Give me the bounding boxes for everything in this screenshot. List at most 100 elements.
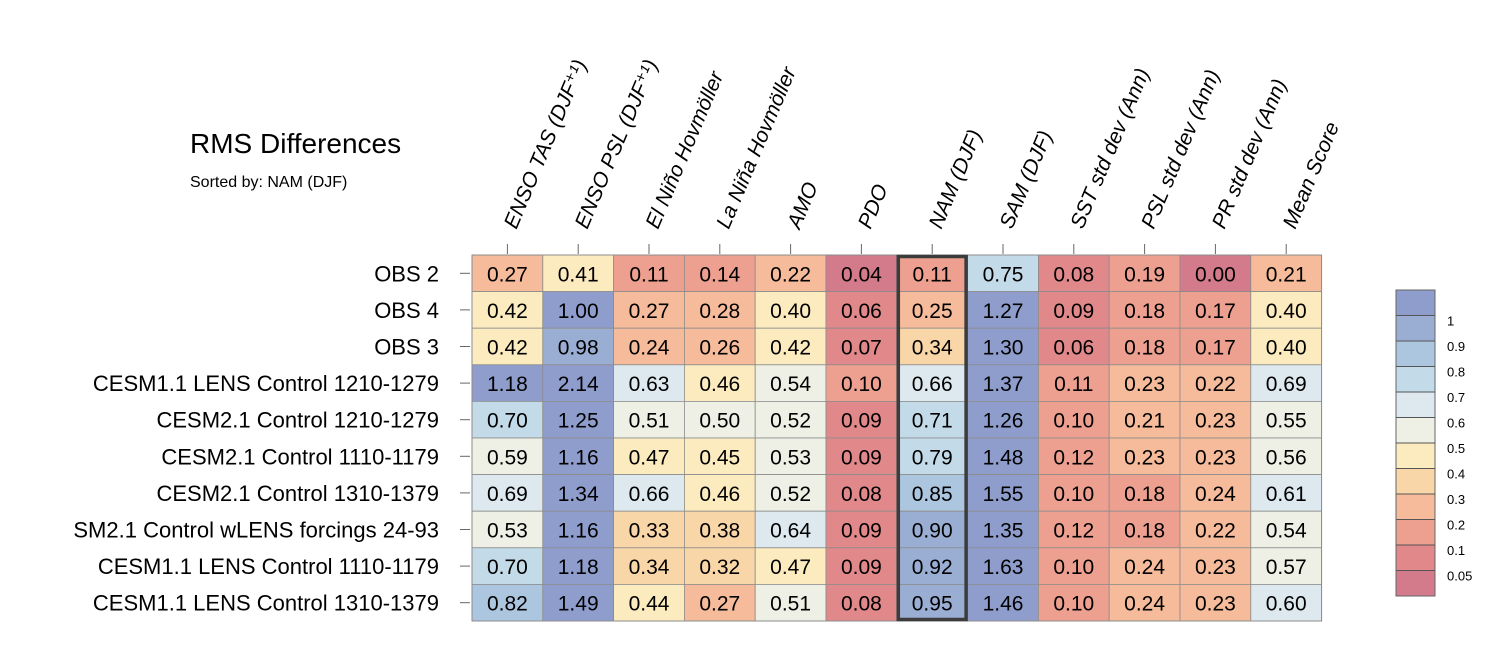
cell-value: 0.34 (912, 337, 953, 360)
cell-value: 0.56 (1266, 446, 1307, 469)
row-label: OBS 3 (374, 335, 439, 360)
cell-value: 0.22 (770, 263, 811, 286)
heatmap-cell (1108, 254, 1181, 292)
cell-value: 0.18 (1124, 337, 1165, 360)
cell-value: 0.04 (841, 263, 882, 286)
heatmap-cell (542, 584, 614, 622)
heatmap-cell (967, 291, 1039, 329)
heatmap-cell (896, 364, 968, 402)
colorbar-segment (1396, 570, 1435, 596)
heatmap-cell (684, 291, 756, 329)
heatmap-cell (1108, 364, 1181, 402)
colorbar-segment (1396, 468, 1435, 494)
cell-value: 0.24 (629, 337, 670, 360)
cell-value: 0.28 (699, 300, 740, 323)
cell-value: 0.42 (487, 337, 528, 360)
cell-value: 0.00 (1195, 263, 1236, 286)
cell-value: 0.47 (629, 446, 670, 469)
heatmap-cell (1108, 474, 1181, 512)
colorbar-tick-label: 0.7 (1447, 390, 1465, 405)
cell-value: 0.82 (487, 593, 528, 616)
cell-value: 2.14 (558, 373, 599, 396)
row-label: CESM2.1 Control 1310-1379 (157, 481, 440, 506)
cell-value: 1.55 (983, 483, 1024, 506)
cell-value: 0.23 (1124, 373, 1165, 396)
colorbar-segment (1396, 315, 1435, 341)
cell-value: 0.98 (558, 337, 599, 360)
colorbar-tick-label: 0.9 (1447, 339, 1465, 354)
colorbar-tick-label: 1 (1447, 314, 1454, 329)
cell-value: 0.32 (699, 556, 740, 579)
heatmap-cell (754, 400, 827, 439)
heatmap-cell (684, 474, 756, 512)
colorbar-segment (1396, 417, 1435, 443)
cell-value: 0.44 (629, 593, 670, 616)
cell-value: 0.10 (1053, 556, 1094, 579)
cell-value: 0.69 (487, 483, 528, 506)
heatmap-cell (471, 547, 544, 585)
cell-value: 1.27 (983, 300, 1024, 323)
cell-value: 0.11 (1054, 373, 1093, 396)
cell-value: 0.23 (1124, 446, 1165, 469)
heatmap-cell (825, 474, 898, 512)
cell-value: 0.10 (1053, 483, 1094, 506)
cell-value: 0.23 (1195, 410, 1236, 433)
heatmap-cell (896, 547, 968, 585)
heatmap-cell (1038, 364, 1110, 402)
heatmap-cell (896, 584, 968, 622)
cell-value: 0.12 (1053, 520, 1094, 543)
heatmap-cell (542, 474, 614, 512)
cell-value: 0.70 (487, 410, 528, 433)
cell-value: 1.34 (558, 483, 599, 506)
cell-value: 0.57 (1266, 556, 1307, 579)
row-label: CESM2.1 Control 1110-1179 (161, 444, 439, 469)
colorbar-tick-label: 0.3 (1447, 492, 1465, 507)
heatmap-cell (896, 400, 968, 439)
cell-value: 0.54 (1266, 520, 1307, 543)
cell-value: 0.08 (1053, 263, 1094, 286)
row-label: OBS 4 (374, 298, 439, 323)
cell-value: 1.35 (983, 520, 1024, 543)
heatmap-cell (684, 510, 756, 549)
heatmap-cell (1250, 437, 1323, 475)
cell-value: 0.40 (1266, 337, 1307, 360)
heatmap-cell (967, 547, 1039, 585)
heatmap-cell (1250, 327, 1323, 366)
heatmap-cell (1250, 364, 1323, 402)
heatmap-cell (896, 327, 968, 366)
cell-value: 0.10 (1053, 410, 1094, 433)
cell-value: 0.17 (1195, 337, 1236, 360)
column-label: PR std dev (Ann) (1208, 76, 1292, 232)
column-label: PDO (854, 181, 893, 232)
cell-value: 0.24 (1124, 556, 1165, 579)
cell-value: 0.23 (1195, 556, 1236, 579)
heatmap-cell (967, 584, 1039, 622)
heatmap-cell (1250, 474, 1323, 512)
heatmap-cell (754, 584, 827, 622)
heatmap-cell (896, 437, 968, 475)
cell-value: 0.08 (841, 483, 882, 506)
row-label: SM2.1 Control wLENS forcings 24-93 (73, 518, 439, 543)
column-label: La Niña Hovmöller (712, 63, 801, 232)
cell-value: 0.85 (912, 483, 953, 506)
heatmap-cell (471, 437, 544, 475)
colorbar-segment (1396, 519, 1435, 545)
cell-value: 0.50 (699, 410, 740, 433)
cell-value: 0.59 (487, 446, 528, 469)
cell-value: 0.18 (1124, 300, 1165, 323)
cell-value: 0.27 (629, 300, 670, 323)
cell-value: 0.09 (841, 520, 882, 543)
colorbar-tick-label: 0.4 (1447, 467, 1465, 482)
heatmap-cell (1108, 584, 1181, 622)
heatmap-cell (1179, 364, 1252, 402)
heatmap-cell (471, 364, 544, 402)
heatmap-cell (754, 474, 827, 512)
cell-value: 0.52 (770, 483, 811, 506)
heatmap-cell (1179, 400, 1252, 439)
heatmap-cell (542, 291, 614, 329)
heatmap-cell-values: 0.27 0.41 0.11 0.14 0.22 0.04 0.11 0.75 0.08 0.19… (487, 263, 1307, 615)
heatmap-cell (613, 327, 685, 366)
cell-value: 0.46 (699, 483, 740, 506)
heatmap-cell (754, 291, 827, 329)
colorbar-segment (1396, 366, 1435, 392)
